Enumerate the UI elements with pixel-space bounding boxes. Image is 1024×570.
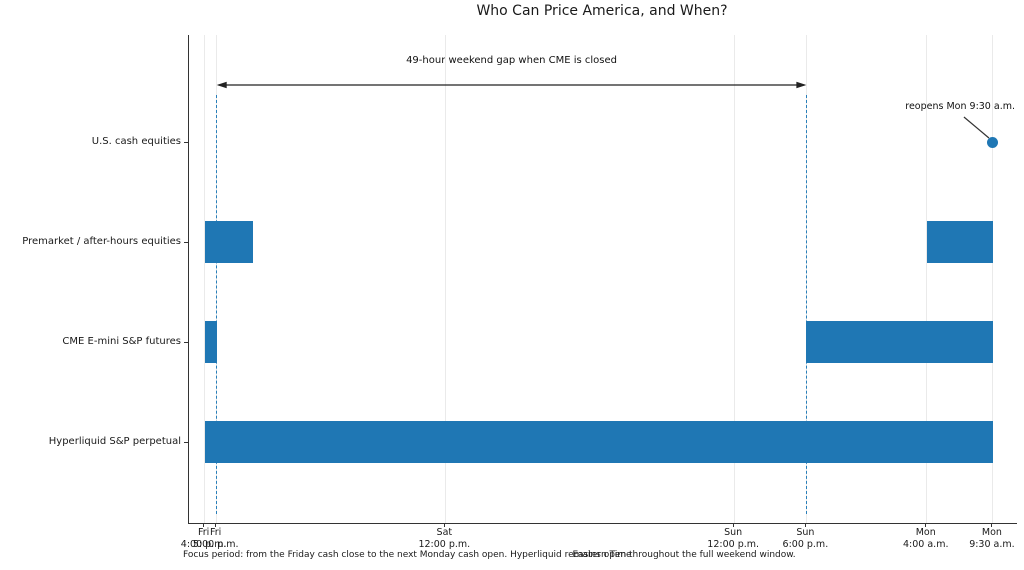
x-tick-time: 12:00 p.m.	[707, 538, 760, 550]
x-tick-day: Fri	[210, 527, 222, 538]
y-tick-mark	[184, 241, 188, 243]
x-tick-label: Sun 6:00 p.m.	[783, 527, 829, 550]
x-tick-label: Mon 4:00 a.m.	[903, 527, 948, 550]
y-tick-mark	[184, 441, 188, 443]
x-tick-day: Mon	[981, 527, 1002, 538]
reopen-marker-dot	[987, 136, 999, 148]
row-label: Premarket / after-hours equities	[22, 236, 181, 247]
x-tick-time: 6:00 p.m.	[782, 538, 829, 550]
x-tick-label: Fri 5:00 p.m.	[193, 527, 239, 550]
caption: Focus period: from the Friday cash close…	[183, 550, 796, 560]
reopen-connector-line	[963, 116, 990, 139]
y-tick-mark	[184, 141, 188, 143]
x-tick-day: Mon	[915, 527, 936, 538]
gap-annotation-label: 49-hour weekend gap when CME is closed	[406, 55, 617, 66]
cme-session-guide-line	[805, 95, 807, 514]
plot-area: 49-hour weekend gap when CME is closed r…	[188, 35, 1017, 524]
cme-session-guide-line	[216, 95, 218, 514]
row-label: U.S. cash equities	[91, 136, 181, 147]
reopen-annotation-label: reopens Mon 9:30 a.m.	[905, 101, 1015, 112]
gap-arrowhead-left	[216, 81, 227, 89]
x-tick-time: 12:00 p.m.	[418, 538, 471, 550]
y-tick-mark	[184, 341, 188, 343]
x-tick-day: Sun	[724, 527, 743, 538]
x-tick-mark	[991, 523, 993, 527]
x-tick-mark	[215, 523, 217, 527]
chart-title: Who Can Price America, and When?	[476, 3, 728, 19]
x-tick-mark	[732, 523, 734, 527]
grid-line	[992, 35, 994, 523]
x-tick-mark	[804, 523, 806, 527]
x-tick-label: Sat 12:00 p.m.	[418, 527, 470, 550]
x-tick-time: 4:00 p.m.	[180, 538, 227, 550]
x-tick-label: Sun 12:00 p.m.	[707, 527, 759, 550]
x-tick-label: Mon 9:30 a.m.	[969, 527, 1014, 550]
x-tick-day: Sun	[796, 527, 815, 538]
x-tick-day: Fri	[197, 527, 210, 538]
x-tick-mark	[203, 523, 205, 527]
session-bar	[806, 321, 993, 363]
grid-line	[926, 35, 928, 523]
session-bar	[926, 221, 993, 263]
x-tick-day: Sat	[436, 527, 453, 538]
grid-line	[444, 35, 446, 523]
grid-line	[204, 35, 206, 523]
row-label: CME E-mini S&P futures	[62, 336, 181, 347]
x-tick-label: Fri 4:00 p.m.	[181, 527, 227, 550]
session-bar	[204, 321, 217, 363]
gap-arrowhead-right	[796, 81, 807, 89]
x-tick-mark	[925, 523, 927, 527]
x-tick-time: 4:00 a.m.	[903, 538, 949, 550]
session-bar	[204, 221, 253, 263]
row-label: Hyperliquid S&P perpetual	[48, 436, 181, 447]
x-tick-time: 5:00 p.m.	[192, 538, 239, 550]
session-bar	[204, 421, 993, 463]
x-tick-mark	[443, 523, 445, 527]
x-tick-time: 9:30 a.m.	[969, 538, 1015, 550]
x-axis-label: Eastern Time	[572, 550, 632, 560]
grid-line	[733, 35, 735, 523]
